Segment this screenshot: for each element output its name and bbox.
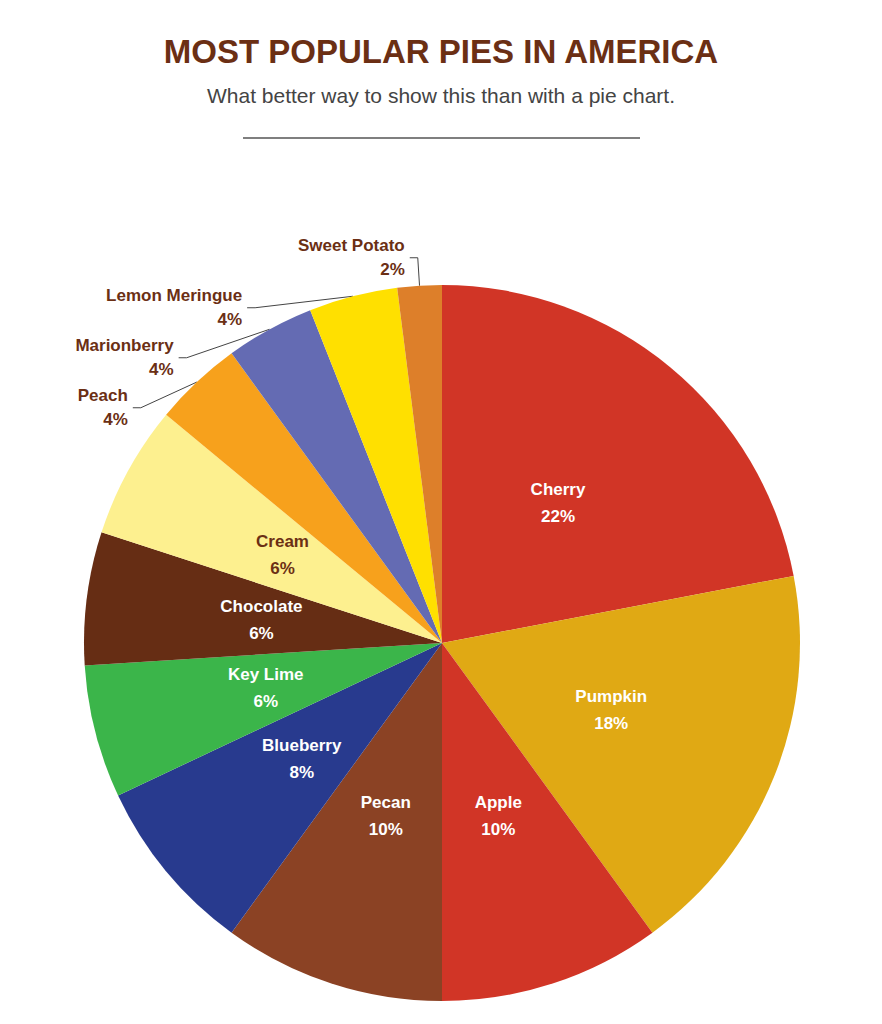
svg-text:Key Lime: Key Lime — [228, 665, 304, 684]
svg-text:Peach: Peach — [78, 386, 128, 405]
svg-text:Blueberry: Blueberry — [262, 736, 342, 755]
svg-text:18%: 18% — [594, 714, 628, 733]
svg-text:22%: 22% — [541, 507, 575, 526]
svg-text:6%: 6% — [270, 559, 295, 578]
svg-text:4%: 4% — [218, 310, 243, 329]
svg-text:6%: 6% — [253, 692, 278, 711]
svg-text:4%: 4% — [149, 360, 174, 379]
svg-text:Lemon Meringue: Lemon Meringue — [106, 286, 242, 305]
svg-text:MOST POPULAR PIES IN AMERICA: MOST POPULAR PIES IN AMERICA — [164, 33, 718, 70]
svg-text:10%: 10% — [369, 820, 403, 839]
svg-text:Marionberry: Marionberry — [75, 336, 174, 355]
svg-text:Cherry: Cherry — [531, 480, 586, 499]
svg-text:4%: 4% — [103, 410, 128, 429]
svg-text:2%: 2% — [380, 260, 405, 279]
svg-text:What better way to show this t: What better way to show this than with a… — [207, 84, 675, 107]
svg-text:Pecan: Pecan — [361, 793, 411, 812]
svg-text:10%: 10% — [481, 820, 515, 839]
svg-text:Chocolate: Chocolate — [220, 597, 302, 616]
svg-text:Apple: Apple — [475, 793, 522, 812]
svg-text:6%: 6% — [249, 624, 274, 643]
svg-text:8%: 8% — [289, 763, 314, 782]
svg-text:Pumpkin: Pumpkin — [575, 687, 647, 706]
svg-text:Sweet Potato: Sweet Potato — [298, 236, 405, 255]
svg-text:Cream: Cream — [256, 532, 309, 551]
